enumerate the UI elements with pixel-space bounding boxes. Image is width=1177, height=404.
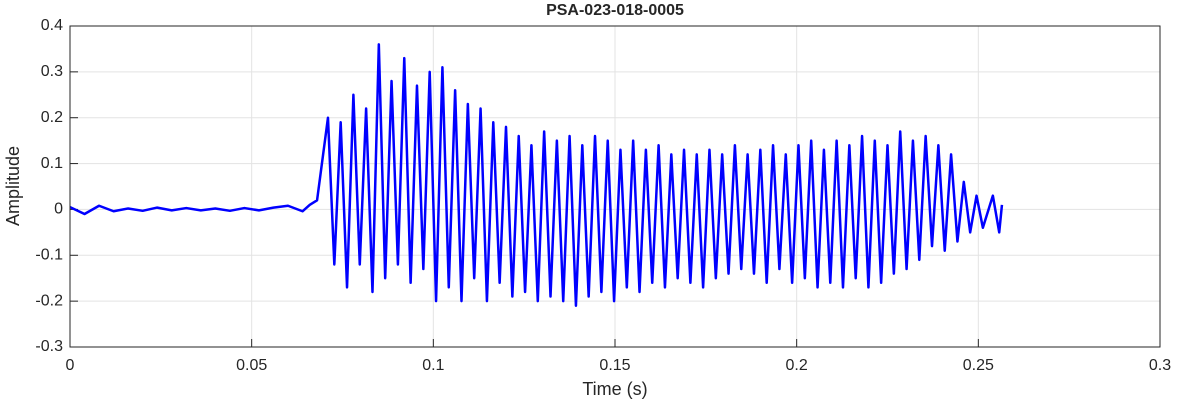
- y-axis-label: Amplitude: [3, 146, 23, 226]
- y-tick-label: 0.4: [41, 17, 63, 34]
- axes-box: [69, 25, 1161, 348]
- y-tick-label: -0.3: [35, 338, 63, 355]
- y-tick-label: -0.2: [35, 292, 63, 309]
- x-axis-label: Time (s): [582, 379, 647, 399]
- x-tick-label: 0.15: [599, 357, 630, 374]
- x-tick-label: 0: [66, 357, 75, 374]
- y-tick-label: 0.1: [41, 155, 63, 172]
- y-tick-label: -0.1: [35, 247, 63, 264]
- x-tick-label: 0.25: [963, 357, 994, 374]
- x-tick-label: 0.2: [786, 357, 808, 374]
- series-line: [69, 43, 1004, 307]
- x-tick-label: 0.3: [1149, 357, 1171, 374]
- y-tick-label: 0: [54, 201, 63, 218]
- x-tick-label: 0.1: [422, 357, 444, 374]
- x-tick-label: 0.05: [236, 357, 267, 374]
- chart-title: PSA-023-018-0005: [546, 2, 684, 19]
- y-tick-label: 0.3: [41, 63, 63, 80]
- y-tick-label: 0.2: [41, 109, 63, 126]
